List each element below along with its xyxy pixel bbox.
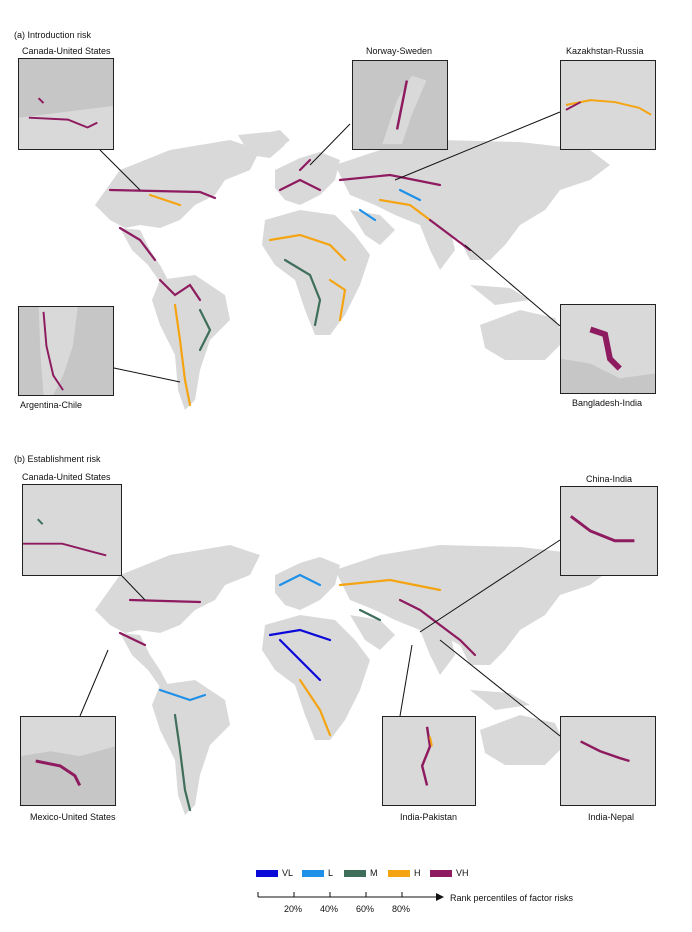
inset-label-china-india: China-India <box>586 474 633 484</box>
legend-swatch-vl <box>256 869 278 877</box>
inset-canada-us-a <box>18 58 114 150</box>
landmasses <box>95 130 610 410</box>
inset-kazakhstan-russia <box>560 60 656 150</box>
inset-argentina-chile <box>18 306 114 396</box>
landmasses-b <box>95 545 610 815</box>
legend-swatch-m <box>344 869 366 877</box>
tick-20: 20% <box>284 904 303 914</box>
inset-india-pakistan <box>382 716 476 806</box>
tick-60: 60% <box>356 904 375 914</box>
legend-swatch-vh <box>430 869 452 877</box>
inset-mexico-us <box>20 716 116 806</box>
legend-swatch-h <box>388 869 410 877</box>
inset-bangladesh-india <box>560 304 656 394</box>
panel-a-title: (a) Introduction risk <box>14 30 92 40</box>
inset-china-india <box>560 486 658 576</box>
world-map-introduction <box>95 130 610 410</box>
inset-label-india-nepal: India-Nepal <box>588 812 635 822</box>
inset-india-nepal <box>560 716 656 806</box>
legend-label-vh: VH <box>456 868 469 878</box>
axis-label: Rank percentiles of factor risks <box>450 893 574 903</box>
legend-label-vl: VL <box>282 868 294 878</box>
legend-item-vh: VH <box>430 868 469 878</box>
inset-label-india-pakistan: India-Pakistan <box>400 812 458 822</box>
world-map-establishment <box>95 545 610 815</box>
tick-80: 80% <box>392 904 411 914</box>
border-risk-lines <box>108 158 472 407</box>
legend-label-m: M <box>370 868 378 878</box>
legend-item-vl: VL <box>256 868 293 878</box>
legend-label-l: L <box>328 868 334 878</box>
panel-b-title: (b) Establishment risk <box>14 454 101 464</box>
legend-label-h: H <box>414 868 421 878</box>
legend-item-l: L <box>302 868 333 878</box>
inset-canada-us-b <box>22 484 122 576</box>
inset-label-bangladesh-india: Bangladesh-India <box>572 398 643 408</box>
inset-label-mexico-us: Mexico-United States <box>30 812 116 822</box>
legend: VL L M H VH <box>256 868 496 882</box>
tick-40: 40% <box>320 904 339 914</box>
legend-swatch-l <box>302 869 324 877</box>
legend-item-h: H <box>388 868 421 878</box>
inset-label-canada-us-b: Canada-United States <box>22 472 111 482</box>
inset-norway-sweden <box>352 60 448 150</box>
border-risk-lines-b <box>118 573 477 812</box>
inset-label-norway-sweden: Norway-Sweden <box>366 46 433 56</box>
inset-label-canada-us-a: Canada-United States <box>22 46 111 56</box>
inset-label-kazakhstan-russia: Kazakhstan-Russia <box>566 46 644 56</box>
legend-item-m: M <box>344 868 378 878</box>
percentile-axis <box>257 892 444 901</box>
inset-label-argentina-chile: Argentina-Chile <box>20 400 83 410</box>
